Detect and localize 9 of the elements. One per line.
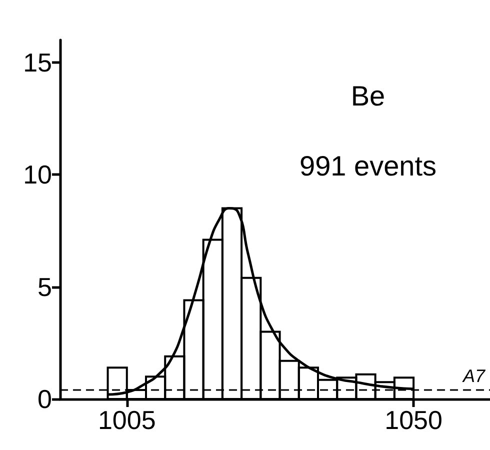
y-tick-label: 15 — [23, 47, 52, 78]
ref-line-label: A7 — [462, 366, 486, 386]
y-tick-label: 10 — [23, 160, 52, 190]
annotation: 991 events — [300, 150, 436, 182]
y-tick-label: 5 — [38, 272, 52, 302]
annotation: Be — [350, 80, 386, 112]
x-tick-label: 1005 — [98, 405, 156, 435]
x-tick-label: 1050 — [384, 405, 442, 435]
y-tick-label: 0 — [38, 384, 52, 414]
